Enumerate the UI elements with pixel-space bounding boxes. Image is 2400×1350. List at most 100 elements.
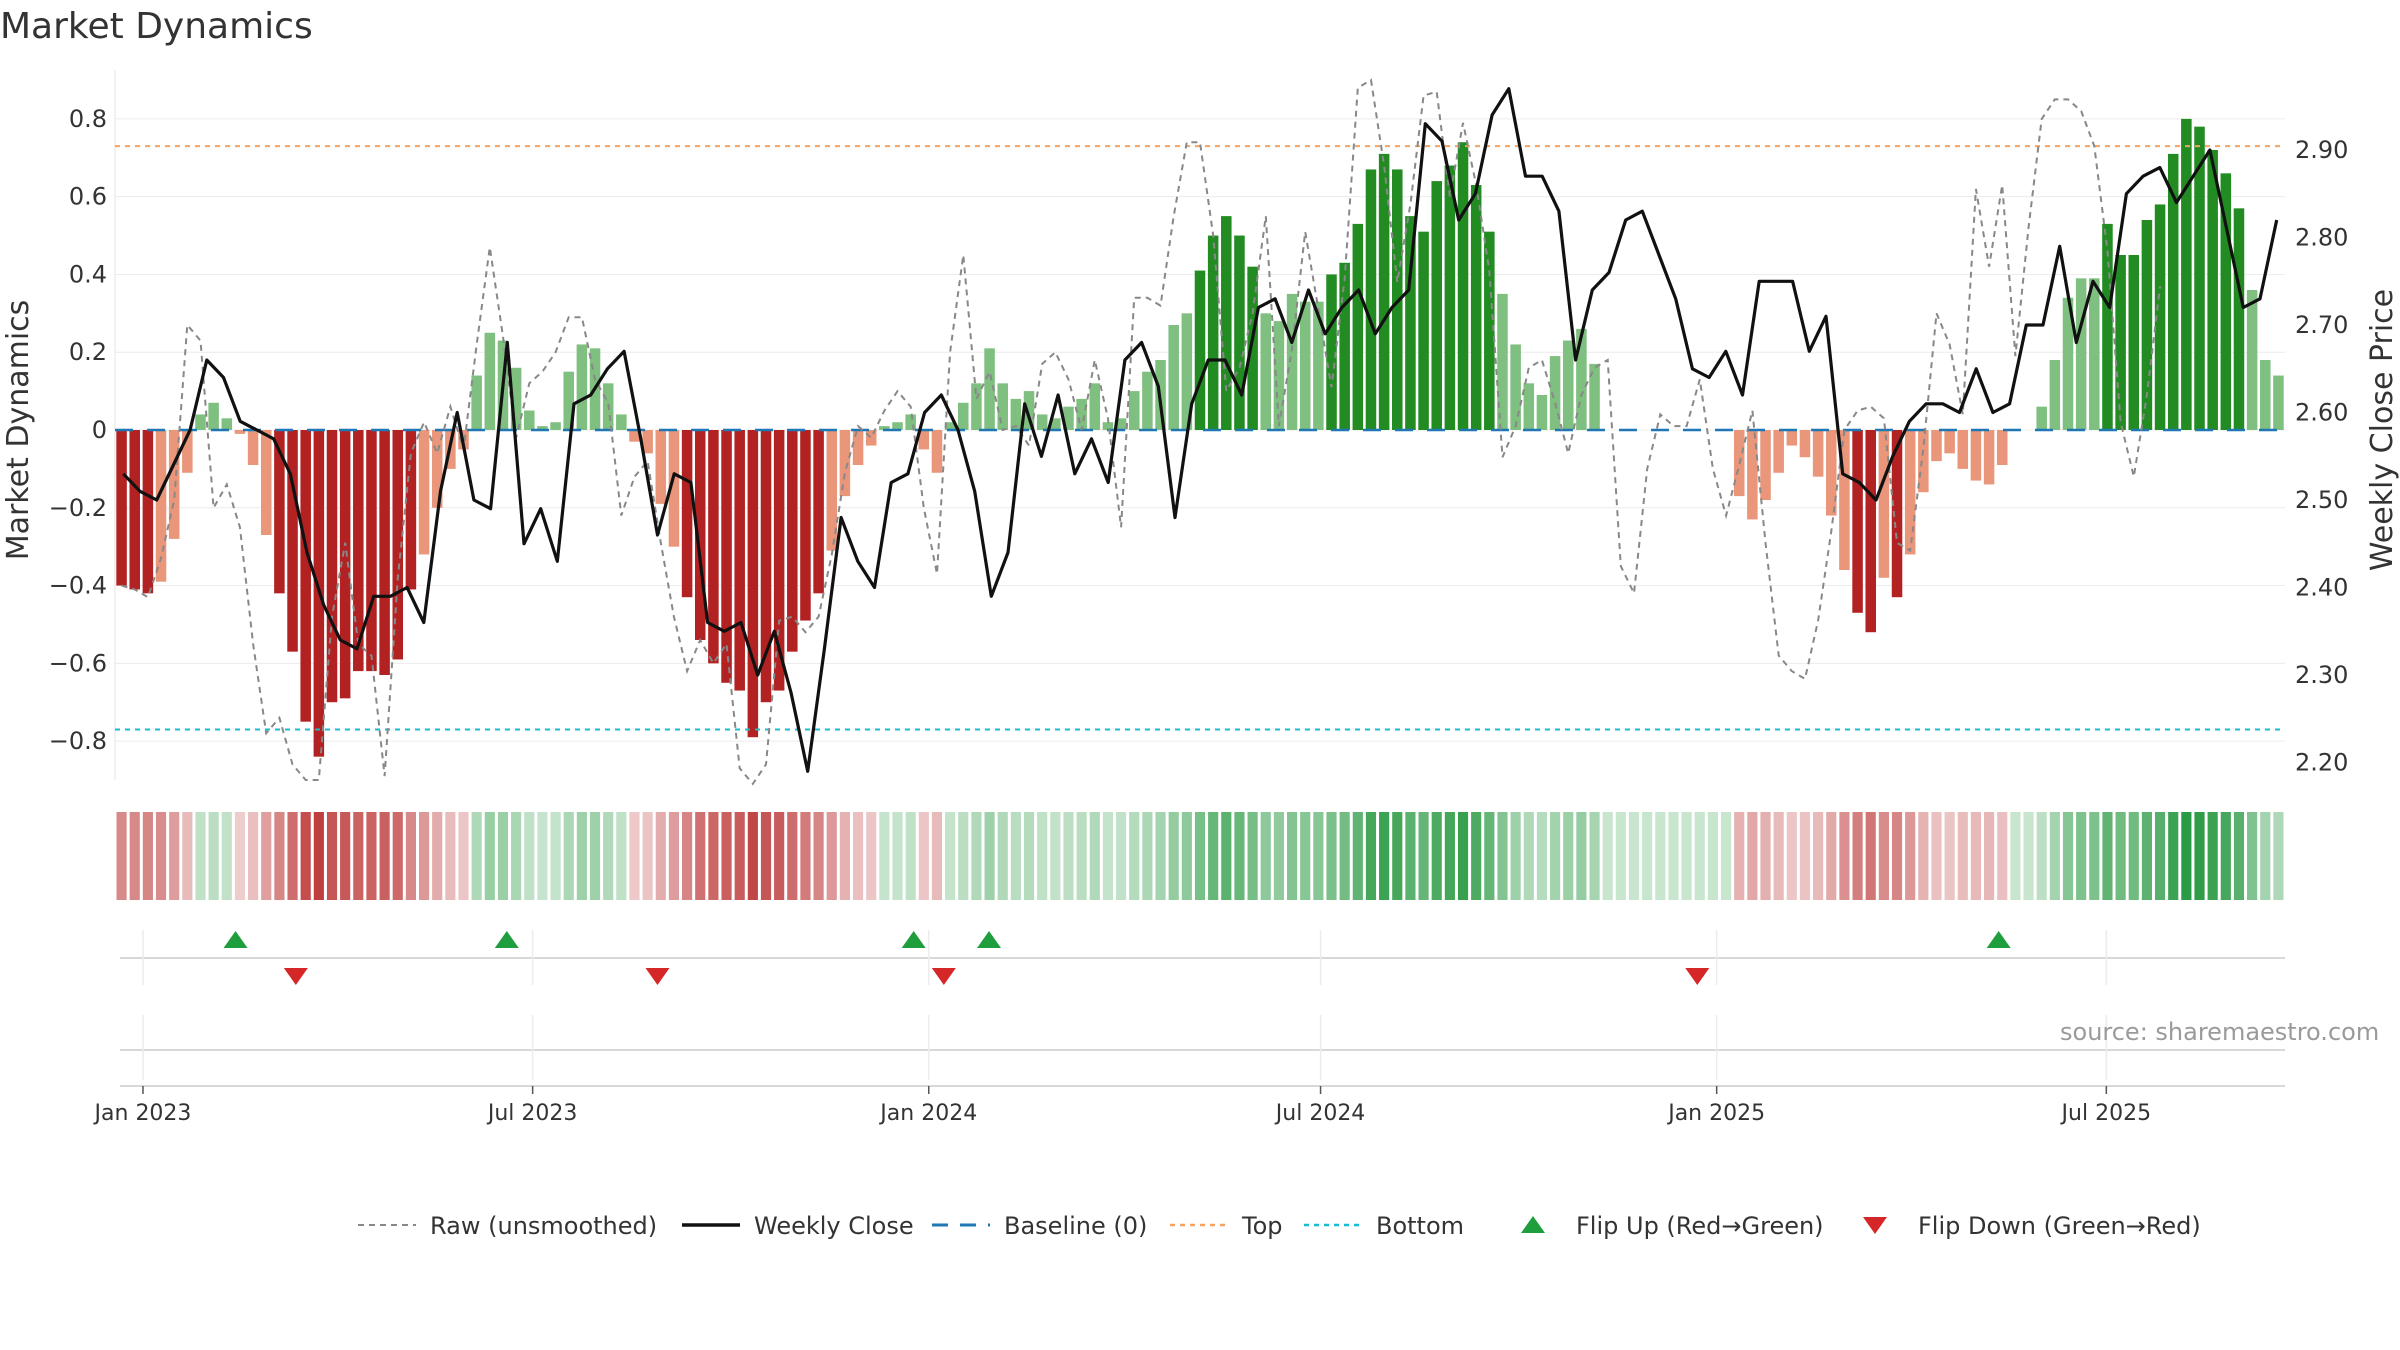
flip-down-marker-3 <box>645 968 670 985</box>
bar-27 <box>471 375 482 430</box>
bar-148 <box>2062 297 2074 430</box>
strip-cell-41 <box>655 812 666 900</box>
bar-74 <box>1089 383 1101 430</box>
strip-cell-134 <box>1878 812 1889 900</box>
strip-cell-136 <box>1905 812 1916 900</box>
bar-21 <box>392 430 404 660</box>
bar-42 <box>668 430 680 547</box>
bar-150 <box>2089 278 2100 430</box>
bar-22 <box>405 430 417 590</box>
bar-139 <box>1944 430 1955 454</box>
left-tick-label: −0.8 <box>49 727 107 755</box>
strip-cell-155 <box>2154 812 2166 900</box>
strip-cell-32 <box>537 812 548 900</box>
bar-109 <box>1549 356 1561 430</box>
strip-cell-137 <box>1918 812 1929 900</box>
strip-cell-78 <box>1142 812 1153 900</box>
strip-cell-70 <box>1037 812 1048 900</box>
bar-85 <box>1234 235 1245 430</box>
bar-107 <box>1523 383 1535 430</box>
bar-8 <box>221 418 233 430</box>
strip-cell-94 <box>1352 812 1363 900</box>
strip-cell-51 <box>787 812 798 900</box>
bar-62 <box>931 430 943 473</box>
bar-149 <box>2075 278 2087 430</box>
strip-cell-27 <box>471 812 482 900</box>
bar-39 <box>629 430 640 442</box>
strip-cell-77 <box>1129 812 1140 900</box>
strip-cell-101 <box>1444 812 1455 900</box>
bar-101 <box>1444 165 1456 431</box>
flip-up-marker-6 <box>977 931 1002 948</box>
right-tick-label: 2.80 <box>2295 224 2348 252</box>
strip-cell-131 <box>1839 812 1850 900</box>
bar-137 <box>1918 430 1929 493</box>
bar-91 <box>1313 301 1324 430</box>
strip-cell-47 <box>734 812 745 900</box>
strip-cell-114 <box>1615 812 1626 900</box>
bar-71 <box>1050 418 1061 430</box>
strip-cell-54 <box>826 812 837 900</box>
bar-88 <box>1273 321 1285 430</box>
strip-cell-129 <box>1813 812 1824 900</box>
strip-cell-10 <box>248 812 259 900</box>
strip-cell-151 <box>2102 812 2113 900</box>
bar-83 <box>1207 235 1219 430</box>
right-tick-label: 2.90 <box>2295 136 2348 164</box>
strip-cell-124 <box>1747 812 1758 900</box>
strip-cell-162 <box>2247 812 2258 900</box>
bar-48 <box>747 430 759 738</box>
strip-cell-1 <box>129 812 140 900</box>
strip-cell-52 <box>800 812 811 900</box>
strip-cell-40 <box>642 812 653 900</box>
strip-cell-65 <box>971 812 982 900</box>
right-tick-label: 2.40 <box>2295 574 2348 602</box>
strip-cell-111 <box>1576 812 1587 900</box>
strip-cell-127 <box>1786 812 1797 900</box>
bar-126 <box>1773 430 1784 473</box>
bar-127 <box>1786 430 1798 446</box>
strip-cell-39 <box>629 812 640 900</box>
bar-157 <box>2181 118 2192 430</box>
strip-cell-103 <box>1471 812 1482 900</box>
bar-28 <box>484 332 496 430</box>
strip-cell-58 <box>879 812 890 900</box>
strip-cell-154 <box>2141 812 2152 900</box>
bar-99 <box>1418 231 1429 430</box>
strip-cell-50 <box>774 812 785 900</box>
bar-4 <box>168 430 180 539</box>
legend-swatch <box>1521 1216 1545 1233</box>
bar-44 <box>694 430 706 640</box>
strip-cell-90 <box>1300 812 1311 900</box>
strip-cell-46 <box>721 812 732 900</box>
flip-up-marker-4 <box>901 931 926 948</box>
bar-134 <box>1878 430 1890 578</box>
bar-6 <box>195 414 206 430</box>
strip-cell-79 <box>1155 812 1166 900</box>
legend-label: Raw (unsmoothed) <box>430 1212 657 1240</box>
bar-10 <box>247 430 259 465</box>
bar-73 <box>1076 398 1087 430</box>
bar-59 <box>892 422 903 430</box>
bar-95 <box>1365 169 1377 430</box>
strip-cell-87 <box>1260 812 1271 900</box>
bar-141 <box>1970 430 1982 481</box>
strip-cell-81 <box>1181 812 1192 900</box>
legend-label: Top <box>1241 1212 1283 1240</box>
bar-24 <box>431 430 443 508</box>
legend-label: Baseline (0) <box>1004 1212 1147 1240</box>
bar-106 <box>1510 344 1521 430</box>
bar-41 <box>655 430 667 504</box>
strip-cell-91 <box>1313 812 1324 900</box>
strip-cell-76 <box>1116 812 1127 900</box>
x-tick-label: Jan 2024 <box>878 1101 977 1126</box>
strip-cell-121 <box>1707 812 1718 900</box>
bar-130 <box>1826 430 1837 516</box>
strip-cell-60 <box>905 812 916 900</box>
left-tick-label: 0 <box>92 416 107 444</box>
legend-swatch <box>1863 1217 1887 1234</box>
strip-cell-61 <box>918 812 929 900</box>
legend-item-4: Bottom <box>1304 1212 1464 1240</box>
strip-cell-13 <box>287 812 298 900</box>
bar-2 <box>142 430 154 594</box>
